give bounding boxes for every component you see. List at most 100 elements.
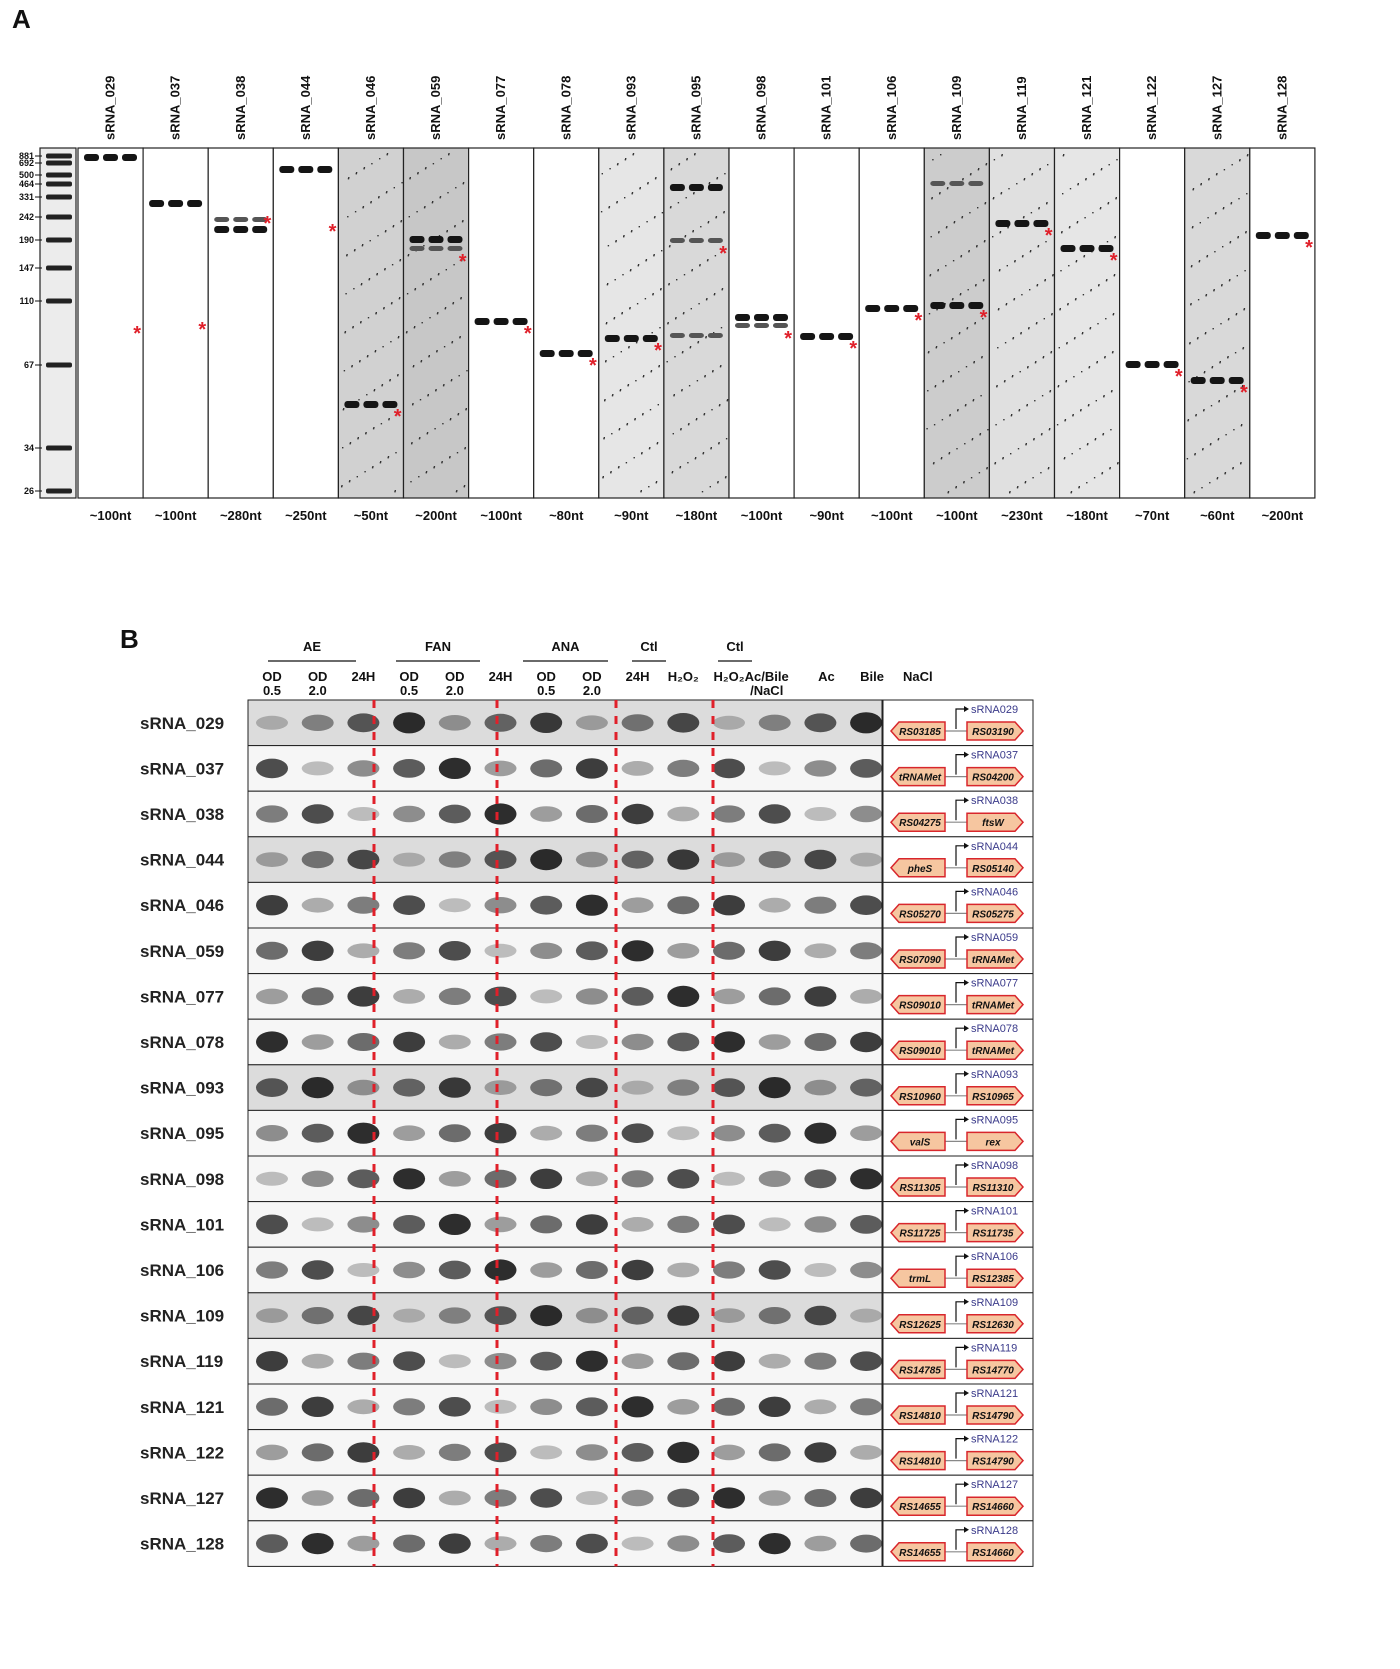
blot-speckle (441, 461, 443, 463)
blot-signal (667, 1126, 700, 1141)
blot-speckle (1240, 463, 1242, 465)
srna-label: sRNA121 (971, 1388, 1018, 1400)
blot-signal (393, 1445, 426, 1460)
blot-speckle (681, 389, 683, 391)
blot-speckle (931, 198, 933, 200)
blot-speckle (421, 322, 423, 324)
blot-speckle (657, 404, 659, 406)
blot-signal (758, 1077, 791, 1099)
blot-speckle (362, 207, 364, 209)
blot-speckle (600, 211, 603, 213)
blot-band (800, 333, 816, 340)
blot-speckle (1235, 313, 1238, 315)
blot-band (558, 350, 574, 357)
blot-speckle (980, 395, 982, 397)
promoter-arrow (955, 1483, 964, 1505)
blot-band (447, 246, 463, 251)
promoter-arrow-head (964, 751, 969, 758)
blot-speckle (1021, 294, 1023, 296)
blot-signal (621, 1123, 654, 1143)
blot-band (949, 181, 965, 186)
blot-speckle (705, 337, 707, 339)
blot-speckle (632, 154, 634, 156)
blot-signal (484, 803, 517, 825)
blot-speckle (960, 256, 962, 258)
blot-speckle (622, 274, 624, 276)
row-label: sRNA_109 (140, 1307, 224, 1326)
blot-speckle (359, 361, 361, 363)
blot-signal (256, 1031, 288, 1053)
blot-speckle (1230, 203, 1232, 205)
blot-speckle (1074, 299, 1077, 301)
blot-speckle (650, 370, 653, 372)
blot-speckle (950, 338, 953, 340)
lane-name: sRNA_109 (949, 76, 964, 140)
blot-speckle (443, 384, 445, 386)
blot-speckle (1186, 458, 1189, 460)
blot-speckle (681, 390, 683, 392)
gene-right-label: RS12385 (972, 1274, 1014, 1285)
blot-speckle (937, 269, 939, 271)
promoter-arrow-head (964, 706, 969, 712)
blot-speckle (352, 326, 354, 328)
lane-label-bottom: 2.0 (583, 683, 601, 698)
blot-speckle (653, 217, 656, 219)
blot-speckle (1111, 390, 1113, 392)
blot-band (688, 184, 704, 191)
blot-speckle (349, 442, 352, 444)
blot-speckle (938, 232, 940, 234)
blot-speckle (688, 385, 691, 387)
blot-speckle (1234, 352, 1237, 354)
blot-speckle (723, 211, 725, 213)
blot-band (122, 154, 137, 161)
blot-band (447, 236, 463, 243)
blot-frame (1118, 147, 1186, 499)
blot-signal (530, 895, 563, 915)
blot-band (1060, 245, 1076, 252)
blot-band (1190, 377, 1206, 384)
lane-name: sRNA_101 (819, 76, 834, 140)
blot-speckle (1225, 434, 1227, 436)
blot-speckle (692, 230, 694, 232)
blot-band (298, 166, 314, 173)
blot-speckle (625, 158, 627, 160)
blot-speckle (1026, 404, 1028, 406)
blot-speckle (399, 297, 401, 299)
blot-speckle (979, 433, 982, 435)
blot-speckle (364, 471, 366, 473)
blot-speckle (654, 216, 656, 218)
blot-speckle (1239, 160, 1241, 162)
gene-right-label: rex (985, 1137, 1000, 1148)
blot-speckle (418, 476, 420, 478)
blot-speckle (624, 197, 626, 199)
blot-speckle (348, 481, 351, 483)
blot-speckle (999, 232, 1001, 234)
blot-speckle (373, 389, 376, 391)
blot-signal (850, 942, 883, 960)
blot-signal (393, 989, 426, 1004)
blot-band (735, 323, 750, 328)
blot-signal (530, 1398, 563, 1415)
blot-speckle (1090, 289, 1092, 291)
blot-speckle (648, 486, 650, 488)
blot-speckle (363, 168, 365, 170)
blot-speckle (386, 154, 388, 156)
blot-speckle (1027, 366, 1029, 368)
blot-speckle (1036, 285, 1038, 287)
blot-speckle (1058, 347, 1060, 349)
blot-speckle (642, 376, 645, 378)
blot-speckle (1087, 443, 1089, 445)
blot-speckle (948, 452, 951, 454)
blot-speckle (353, 250, 356, 252)
blot-speckle (976, 246, 978, 248)
blot-speckle (602, 476, 604, 478)
blot-speckle (639, 188, 641, 190)
blot-speckle (367, 355, 369, 357)
blot-speckle (1196, 338, 1199, 340)
blot-signal (256, 1534, 288, 1553)
blot-speckle (1090, 290, 1092, 292)
blot-speckle (927, 390, 929, 392)
blot-speckle (437, 274, 440, 276)
blot-speckle (446, 231, 448, 233)
